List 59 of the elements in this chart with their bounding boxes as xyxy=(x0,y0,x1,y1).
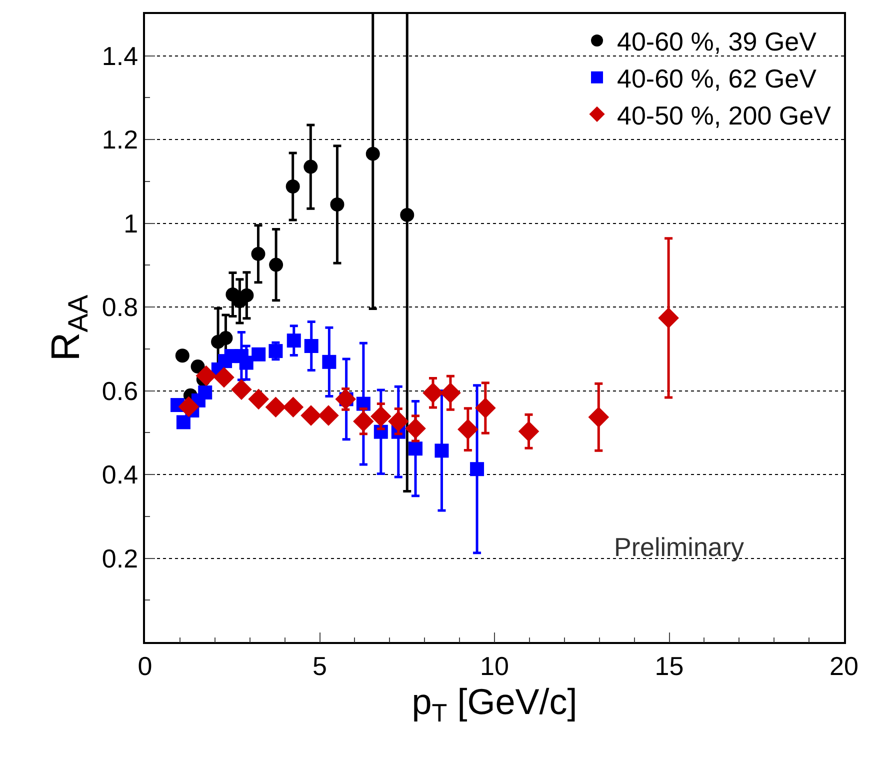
point xyxy=(422,382,444,404)
point xyxy=(658,308,679,328)
x-tick-label: 15 xyxy=(654,650,684,681)
point xyxy=(388,410,409,432)
point xyxy=(218,331,233,346)
point xyxy=(440,382,461,404)
point xyxy=(196,365,217,386)
y-tick-label: 1.2 xyxy=(102,124,138,155)
point xyxy=(518,421,540,442)
point xyxy=(252,347,266,362)
point xyxy=(265,396,286,418)
y-tick-label: 1 xyxy=(124,208,138,238)
point xyxy=(405,418,426,439)
point xyxy=(198,385,212,400)
legend-label: 40-50 %, 200 GeV xyxy=(617,100,832,130)
point xyxy=(304,339,318,353)
point xyxy=(214,367,234,388)
point xyxy=(239,356,254,370)
y-tick-label: 0.2 xyxy=(102,543,138,574)
point xyxy=(400,208,414,222)
x-tick-label: 0 xyxy=(138,650,152,681)
y-tick-label: 0.8 xyxy=(102,292,138,322)
x-tick-label: 10 xyxy=(480,650,509,681)
point xyxy=(282,396,304,418)
point xyxy=(304,160,318,174)
point xyxy=(475,398,496,418)
point xyxy=(318,405,339,426)
legend-label: 40-60 %, 62 GeV xyxy=(617,63,818,94)
y-tick-label: 1.4 xyxy=(102,40,138,71)
x-tick-label: 20 xyxy=(830,650,858,681)
y-tick-label: 0.6 xyxy=(102,376,138,406)
point xyxy=(251,246,266,261)
x-tick-label: 5 xyxy=(312,650,327,681)
point xyxy=(176,415,190,430)
point xyxy=(408,442,423,456)
point xyxy=(335,388,356,410)
annotation: Preliminary xyxy=(614,532,744,562)
point xyxy=(286,179,300,194)
x-axis-title: p$_{T}$ [GeV/c] xyxy=(412,680,578,728)
point xyxy=(175,348,190,363)
point xyxy=(322,354,336,369)
point xyxy=(178,396,200,418)
point xyxy=(268,344,283,358)
point xyxy=(269,258,284,272)
point xyxy=(434,444,449,458)
point xyxy=(248,388,269,410)
point xyxy=(588,406,610,428)
point xyxy=(353,410,374,432)
point xyxy=(240,288,254,302)
y-tick-label: 0.4 xyxy=(102,460,138,490)
point xyxy=(300,405,322,426)
point xyxy=(330,197,344,212)
point xyxy=(470,462,484,476)
point xyxy=(458,418,478,440)
point xyxy=(370,406,392,427)
point xyxy=(231,379,252,400)
point xyxy=(286,334,301,348)
legend-label: 40-60 %, 39 GeV xyxy=(617,26,818,57)
point xyxy=(366,146,380,161)
